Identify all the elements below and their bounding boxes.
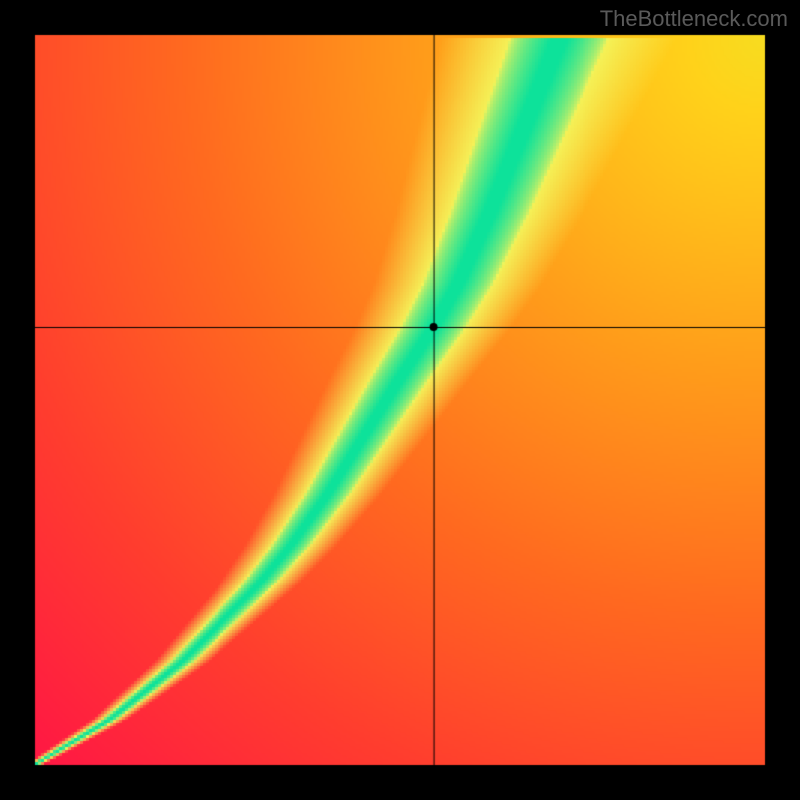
chart-container: TheBottleneck.com (0, 0, 800, 800)
bottleneck-heatmap-canvas (0, 0, 800, 800)
watermark-text: TheBottleneck.com (600, 6, 788, 32)
